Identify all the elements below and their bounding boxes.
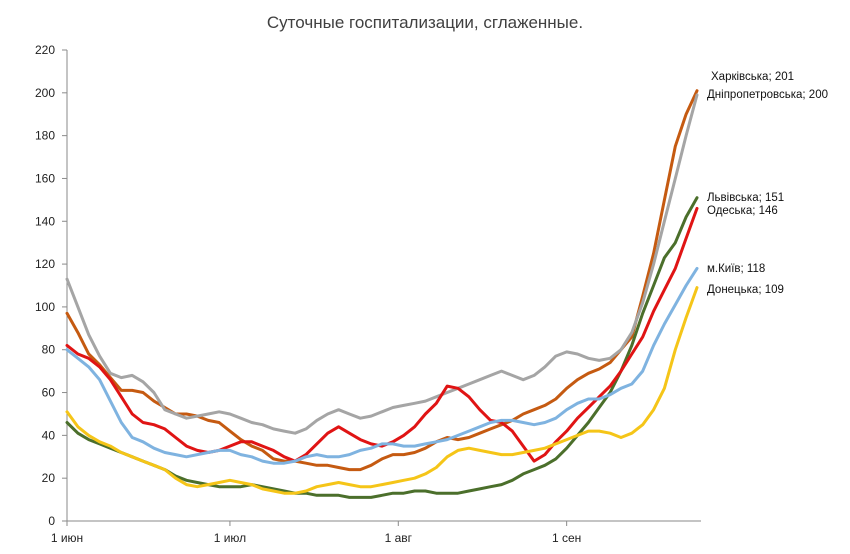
y-tick-label: 200 <box>35 86 55 100</box>
series-line-4 <box>65 206 699 463</box>
y-tick-label: 220 <box>35 43 55 57</box>
series-layer <box>65 89 699 499</box>
y-tick-label: 20 <box>42 471 56 485</box>
x-tick-label: 1 июл <box>214 531 246 545</box>
grid-layer <box>62 49 568 526</box>
x-tick-label: 1 июн <box>51 531 83 545</box>
y-tick-label: 0 <box>48 514 55 528</box>
series-end-label: Донецька; 109 <box>707 284 784 296</box>
y-tick-labels: 0 20 40 60 80 100 120 140 160 180 200 220 <box>35 43 55 528</box>
y-tick-label: 180 <box>35 129 55 143</box>
series-line-6 <box>65 286 699 495</box>
y-tick-label: 100 <box>35 300 55 314</box>
series-line-2 <box>65 93 699 435</box>
series-end-label: Харківська; 201 <box>711 71 794 83</box>
series-line-5 <box>65 266 699 465</box>
y-tick-label: 120 <box>35 257 55 271</box>
series-end-label: м.Київ; 118 <box>707 263 765 275</box>
y-tick-label: 140 <box>35 214 55 228</box>
y-tick-label: 160 <box>35 171 55 185</box>
x-tick-label: 1 авг <box>385 531 413 545</box>
series-end-label: Львівська; 151 <box>707 192 784 204</box>
series-end-label: Дніпропетровська; 200 <box>707 89 828 101</box>
chart-title: Суточные госпитализации, сглаженные. <box>267 13 583 32</box>
series-end-label: Одеська; 146 <box>707 205 778 217</box>
y-tick-label: 40 <box>42 428 56 442</box>
x-tick-label: 1 сен <box>552 531 581 545</box>
y-tick-label: 80 <box>42 343 56 357</box>
y-tick-label: 60 <box>42 386 56 400</box>
x-tick-labels: 1 июн 1 июл 1 авг 1 сен <box>51 531 581 545</box>
end-labels: Харківська; 201 Дніпропетровська; 200 Льві… <box>707 71 828 296</box>
